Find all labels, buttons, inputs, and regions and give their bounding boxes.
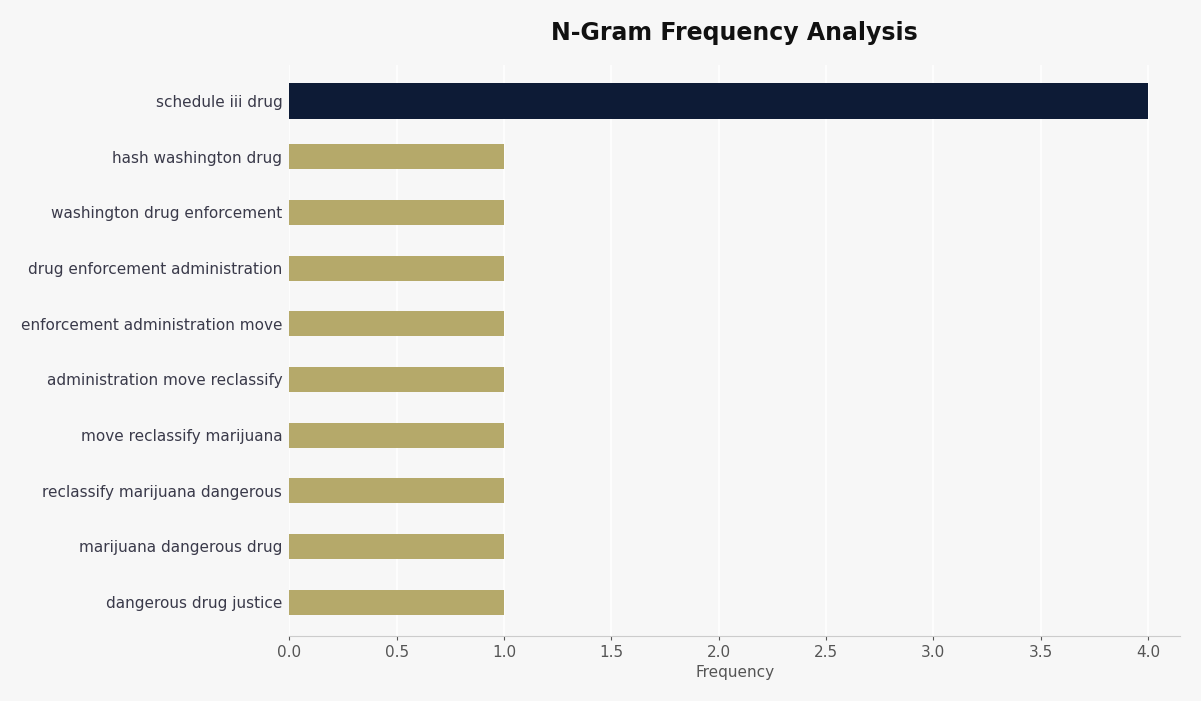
Bar [289,423,504,448]
Bar [289,256,504,280]
Bar [289,200,504,225]
X-axis label: Frequency: Frequency [695,665,775,680]
Bar [289,534,504,559]
Bar [289,590,504,615]
Bar [289,83,1148,119]
Bar [289,478,504,503]
Title: N-Gram Frequency Analysis: N-Gram Frequency Analysis [551,21,918,45]
Bar [289,367,504,392]
Bar [289,144,504,169]
Bar [289,311,504,336]
